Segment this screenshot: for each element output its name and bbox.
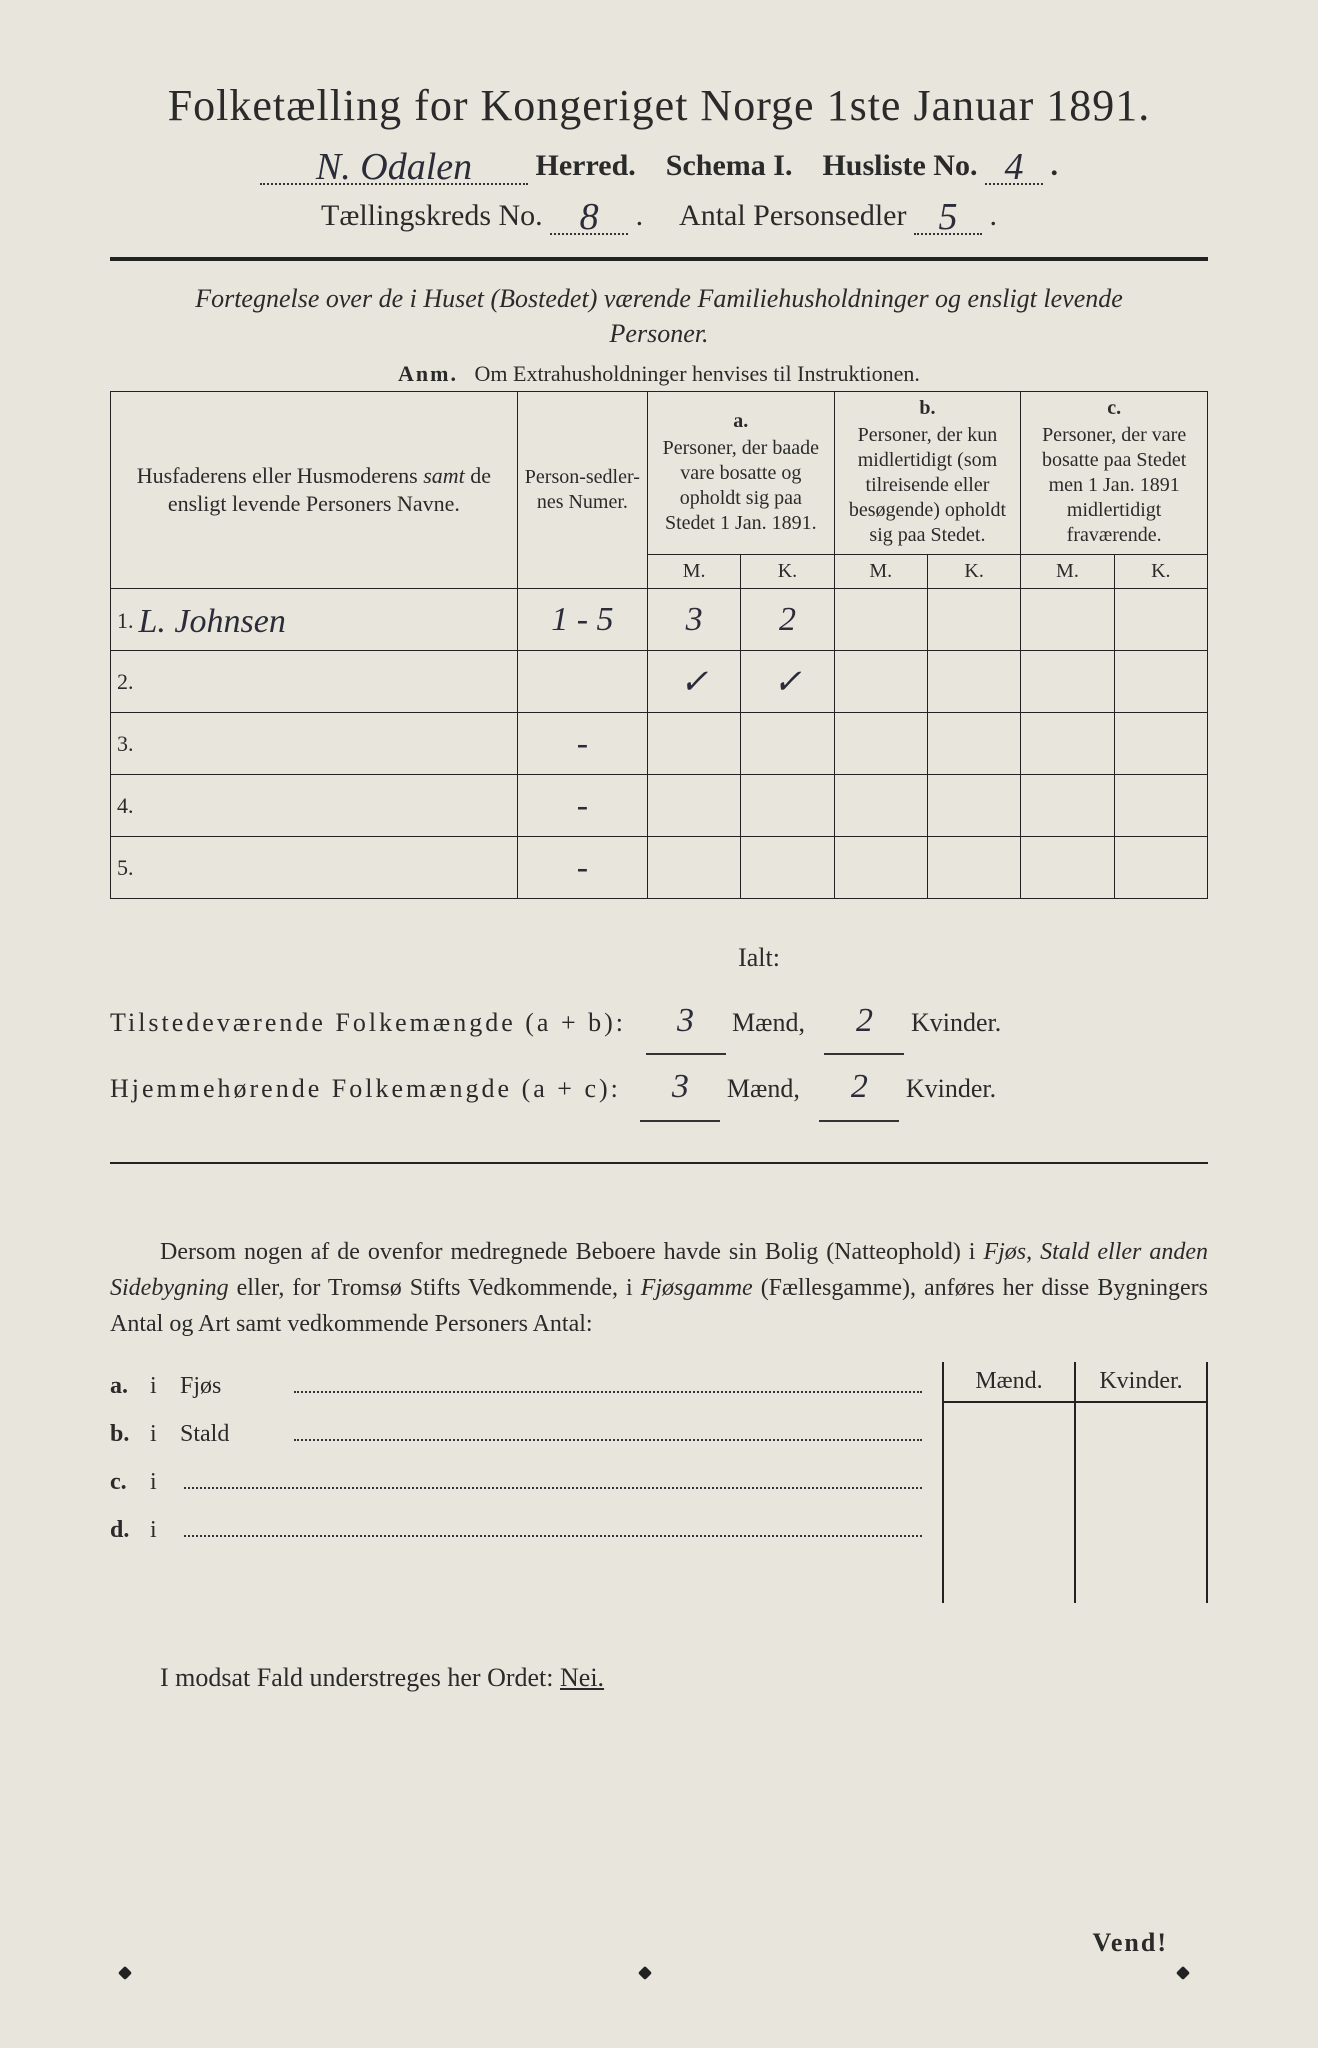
hdr-b-k: K. <box>927 555 1020 589</box>
kvinder-1: Kvinder. <box>911 1008 1001 1037</box>
list-item: b. i Stald <box>110 1410 922 1458</box>
binding-dot <box>118 1966 132 1980</box>
nei-word: Nei. <box>560 1663 604 1692</box>
kvinder-2: Kvinder. <box>906 1074 996 1103</box>
header-line-2: N. Odalen Herred. Schema I. Husliste No.… <box>110 149 1208 185</box>
table-row: 4. - <box>111 775 1208 837</box>
table-row: 1. L. Johnsen1 - 532 <box>111 589 1208 651</box>
maend-2: Mænd, <box>727 1074 800 1103</box>
tot-line1-label: Tilstedeværende Folkemængde (a + b): <box>110 1008 626 1037</box>
hdr-c-k: K. <box>1114 555 1207 589</box>
rule-1 <box>110 257 1208 261</box>
table-row: 2. ✓✓ <box>111 651 1208 713</box>
subtitle: Fortegnelse over de i Huset (Bostedet) v… <box>150 281 1168 351</box>
husliste-label: Husliste No. <box>822 149 977 182</box>
table-row: 5. - <box>111 837 1208 899</box>
sub-table: a. i Fjøs b. i Stald c. i d. i <box>110 1362 1208 1603</box>
table-row: 3. - <box>111 713 1208 775</box>
husliste-value: 4 <box>1004 154 1023 181</box>
kreds-value: 8 <box>580 204 599 231</box>
herred-value: N. Odalen <box>316 154 472 181</box>
antal-label: Antal Personsedler <box>679 199 906 232</box>
schema-label: Schema I. <box>666 149 793 182</box>
kreds-label: Tællingskreds No. <box>321 199 543 232</box>
totals-block: Ialt: Tilstedeværende Folkemængde (a + b… <box>110 933 1208 1122</box>
mk-col-k: Kvinder. <box>1076 1362 1208 1603</box>
paragraph: Dersom nogen af de ovenfor medregnede Be… <box>110 1234 1208 1342</box>
tot-line2-label: Hjemmehørende Folkemængde (a + c): <box>110 1074 621 1103</box>
tot2-k: 2 <box>851 1068 868 1105</box>
binding-dot <box>638 1966 652 1980</box>
anm-line: Anm. Om Extrahusholdninger henvises til … <box>110 361 1208 387</box>
herred-label: Herred. <box>536 149 636 182</box>
list-item: d. i <box>110 1506 922 1554</box>
mk-box: Mænd. Kvinder. <box>942 1362 1208 1603</box>
hdr-a: a. Personer, der baade vare bosatte og o… <box>647 392 834 555</box>
census-form-page: Folketælling for Kongeriget Norge 1ste J… <box>0 0 1318 2048</box>
hdr-a-m: M. <box>647 555 740 589</box>
rule-2 <box>110 1162 1208 1164</box>
binding-dot <box>1176 1966 1190 1980</box>
hdr-numer: Person-sedler-nes Numer. <box>517 392 647 589</box>
main-table: Husfaderens eller Husmoderens samt de en… <box>110 391 1208 899</box>
hdr-c: c. Personer, der vare bosatte paa Stedet… <box>1021 392 1208 555</box>
list-item: c. i <box>110 1458 922 1506</box>
ialt-label: Ialt: <box>738 943 780 972</box>
tot2-m: 3 <box>672 1068 689 1105</box>
maend-1: Mænd, <box>732 1008 805 1037</box>
hdr-b-m: M. <box>834 555 927 589</box>
hdr-b: b. Personer, der kun midlertidigt (som t… <box>834 392 1021 555</box>
tot1-m: 3 <box>677 1002 694 1039</box>
antal-value: 5 <box>938 204 957 231</box>
table-body: 1. L. Johnsen1 - 5322. ✓✓3. -4. -5. - <box>111 589 1208 899</box>
tot1-k: 2 <box>856 1002 873 1039</box>
sublist: a. i Fjøs b. i Stald c. i d. i <box>110 1362 942 1603</box>
anm-label: Anm. <box>398 361 458 386</box>
hdr-name: Husfaderens eller Husmoderens samt de en… <box>111 392 518 589</box>
vend-label: Vend! <box>1092 1928 1168 1958</box>
hdr-a-k: K. <box>741 555 834 589</box>
mk-col-m: Mænd. <box>944 1362 1076 1603</box>
nei-line: I modsat Fald understreges her Ordet: Ne… <box>110 1663 1208 1693</box>
hdr-c-m: M. <box>1021 555 1114 589</box>
page-title: Folketælling for Kongeriget Norge 1ste J… <box>110 80 1208 131</box>
header-line-3: Tællingskreds No. 8 . Antal Personsedler… <box>110 199 1208 235</box>
list-item: a. i Fjøs <box>110 1362 922 1410</box>
anm-text: Om Extrahusholdninger henvises til Instr… <box>475 361 920 386</box>
